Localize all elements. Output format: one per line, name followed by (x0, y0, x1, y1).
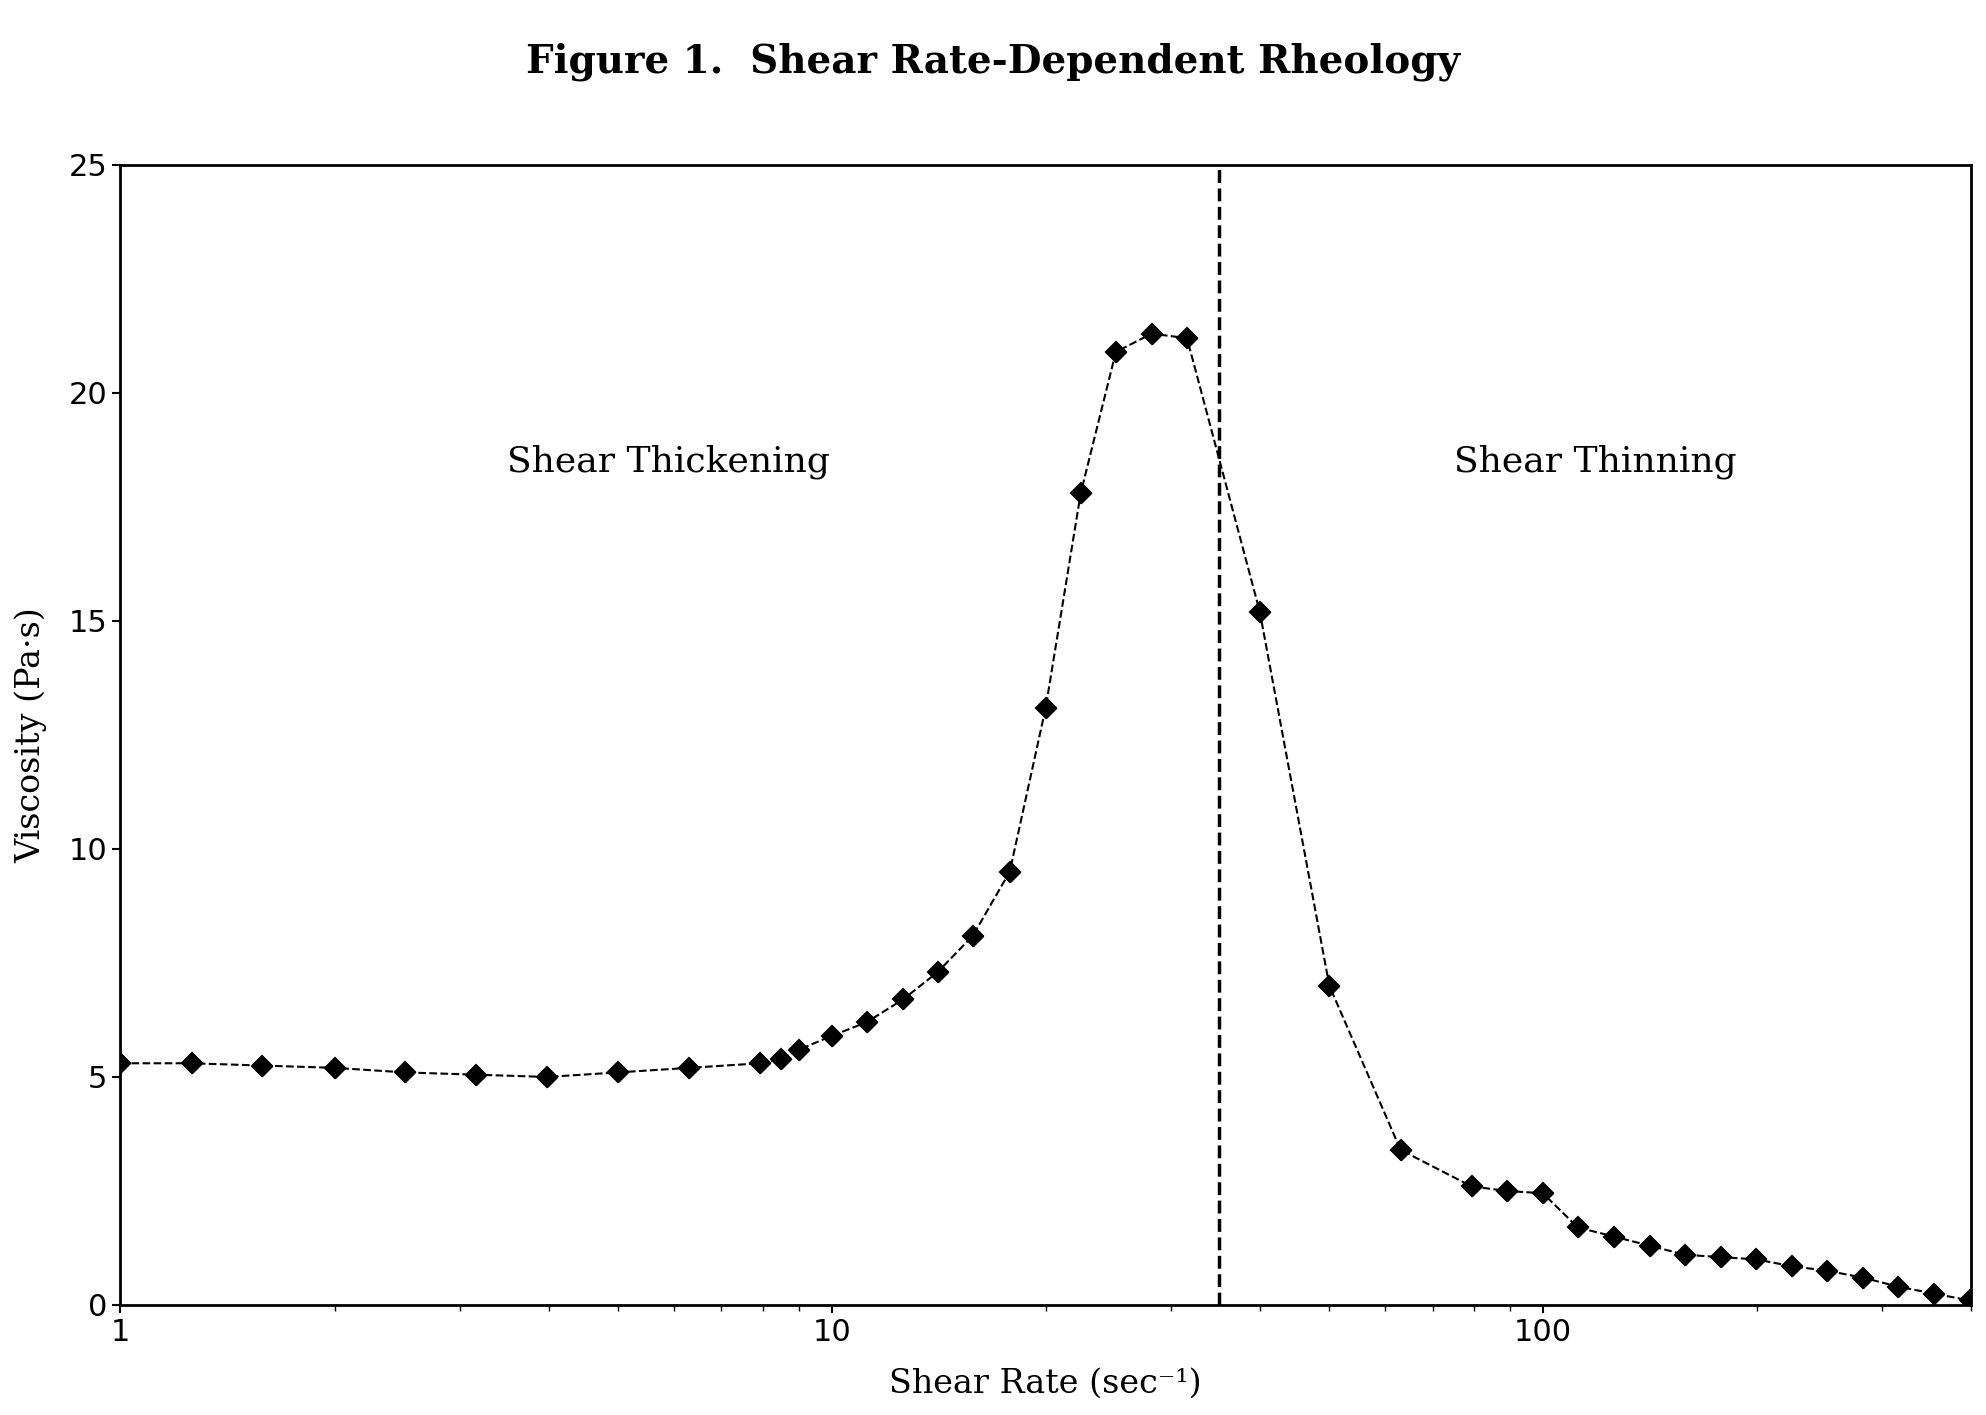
Y-axis label: Viscosity (Pa·s): Viscosity (Pa·s) (16, 607, 48, 863)
X-axis label: Shear Rate (sec⁻¹): Shear Rate (sec⁻¹) (890, 1368, 1202, 1399)
Text: Shear Thickening: Shear Thickening (506, 444, 830, 478)
Text: Figure 1.  Shear Rate-Dependent Rheology: Figure 1. Shear Rate-Dependent Rheology (526, 42, 1460, 81)
Text: Shear Thinning: Shear Thinning (1454, 444, 1736, 478)
